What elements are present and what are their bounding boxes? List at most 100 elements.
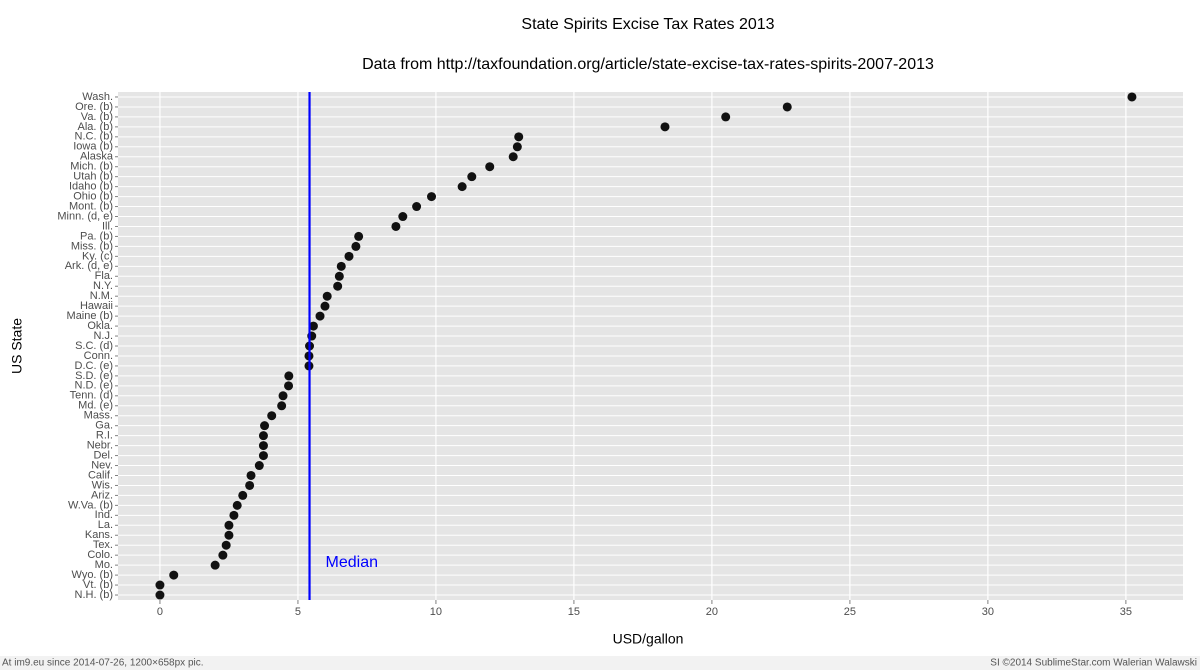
- dot: [258, 451, 268, 461]
- y-tick-label: Colo.: [87, 549, 113, 561]
- dot: [258, 441, 268, 451]
- y-tick-label: Calif.: [88, 469, 113, 481]
- dot: [308, 321, 318, 331]
- dot: [232, 500, 242, 510]
- dot: [267, 411, 277, 421]
- dot: [333, 281, 343, 291]
- y-tick-label: Md. (e): [78, 400, 113, 412]
- x-tick-label: 20: [706, 606, 718, 618]
- dot: [721, 112, 731, 122]
- y-tick-label: Iowa (b): [73, 141, 113, 153]
- dot: [412, 202, 422, 212]
- y-tick-label: Ill.: [102, 220, 113, 232]
- y-tick-label: S.D. (e): [75, 370, 113, 382]
- dot: [284, 381, 294, 391]
- y-tick-label: Wyo. (b): [72, 569, 113, 581]
- y-tick-label: Tex.: [93, 539, 113, 551]
- y-tick-label: Ore. (b): [75, 101, 113, 113]
- y-tick-label: N.J.: [93, 330, 113, 342]
- y-tick-label: Minn. (d, e): [57, 210, 113, 222]
- y-tick-label: Tenn. (d): [70, 390, 113, 402]
- dot: [334, 271, 344, 281]
- y-tick-label: Fla.: [95, 270, 113, 282]
- dot: [284, 371, 294, 381]
- y-tick-label: Hawaii: [80, 300, 113, 312]
- dot: [221, 540, 231, 550]
- footer-right: SI ©2014 SublimeStar.com Walerian Walaws…: [990, 658, 1197, 669]
- dot: [322, 291, 332, 301]
- y-tick-label: N.M.: [90, 290, 113, 302]
- dot: [485, 162, 495, 172]
- y-tick-label: Nebr.: [87, 440, 113, 452]
- dot: [254, 461, 264, 471]
- y-tick-label: Ga.: [95, 420, 113, 432]
- footer-bar: [0, 656, 1200, 670]
- x-tick-label: 10: [430, 606, 442, 618]
- y-axis-label: US State: [9, 318, 25, 374]
- dot: [315, 311, 325, 321]
- chart-subtitle: Data from http://taxfoundation.org/artic…: [362, 56, 934, 73]
- y-tick-label: Mont. (b): [69, 200, 113, 212]
- dot: [155, 580, 165, 590]
- y-tick-label: Nev.: [91, 459, 113, 471]
- y-tick-label: Ind.: [95, 509, 113, 521]
- dot: [391, 221, 401, 231]
- x-tick-label: 30: [982, 606, 994, 618]
- y-tick-label: Utah (b): [73, 171, 113, 183]
- y-tick-label: Ky. (c): [82, 250, 113, 262]
- y-tick-label: Pa. (b): [80, 230, 113, 242]
- dot: [1127, 92, 1137, 102]
- footer-left: At im9.eu since 2014-07-26, 1200×658px p…: [2, 658, 204, 669]
- dot: [344, 251, 354, 261]
- dot: [278, 391, 288, 401]
- dot: [246, 470, 256, 480]
- y-tick-label: Ala. (b): [78, 121, 113, 133]
- y-tick-label: Okla.: [87, 320, 113, 332]
- y-tick-label: N.D. (e): [75, 380, 114, 392]
- y-tick-label: N.C. (b): [75, 131, 114, 143]
- y-tick-label: Ohio (b): [73, 190, 113, 202]
- dot: [155, 590, 165, 600]
- y-tick-label: Va. (b): [81, 111, 113, 123]
- dot: [258, 431, 268, 441]
- dot: [512, 142, 522, 152]
- dot: [218, 550, 228, 560]
- y-tick-label: Conn.: [84, 350, 113, 362]
- y-tick-label: Wis.: [92, 479, 113, 491]
- y-tick-label: Wash.: [82, 91, 113, 103]
- chart-title: State Spirits Excise Tax Rates 2013: [521, 16, 774, 33]
- dot: [229, 510, 239, 520]
- dot: [457, 182, 467, 192]
- y-tick-label: S.C. (d): [75, 340, 113, 352]
- dot: [660, 122, 670, 132]
- dot: [169, 570, 179, 580]
- dot: [224, 520, 234, 530]
- y-tick-label: N.Y.: [93, 280, 113, 292]
- y-tick-label: N.H. (b): [75, 589, 114, 601]
- x-tick-label: 15: [568, 606, 580, 618]
- y-tick-label: La.: [98, 519, 113, 531]
- x-tick-label: 25: [844, 606, 856, 618]
- y-tick-label: R.I.: [96, 430, 113, 442]
- x-tick-label: 35: [1120, 606, 1132, 618]
- dot: [398, 212, 408, 222]
- dot: [508, 152, 518, 162]
- y-tick-label: D.C. (e): [75, 360, 114, 372]
- dot: [224, 530, 234, 540]
- dot: [467, 172, 477, 182]
- y-tick-label: Mass.: [84, 410, 113, 422]
- dot: [351, 241, 361, 251]
- y-tick-label: Idaho (b): [69, 181, 113, 193]
- y-tick-label: Ariz.: [91, 489, 113, 501]
- y-tick-label: Maine (b): [67, 310, 113, 322]
- dot: [210, 560, 220, 570]
- y-tick-label: Mo.: [95, 559, 113, 571]
- dot: [277, 401, 287, 411]
- dot: [782, 102, 792, 112]
- y-tick-label: Mich. (b): [70, 161, 113, 173]
- dot: [427, 192, 437, 202]
- y-tick-label: Kans.: [85, 529, 113, 541]
- y-tick-label: Ark. (d, e): [65, 260, 113, 272]
- x-tick-label: 5: [295, 606, 301, 618]
